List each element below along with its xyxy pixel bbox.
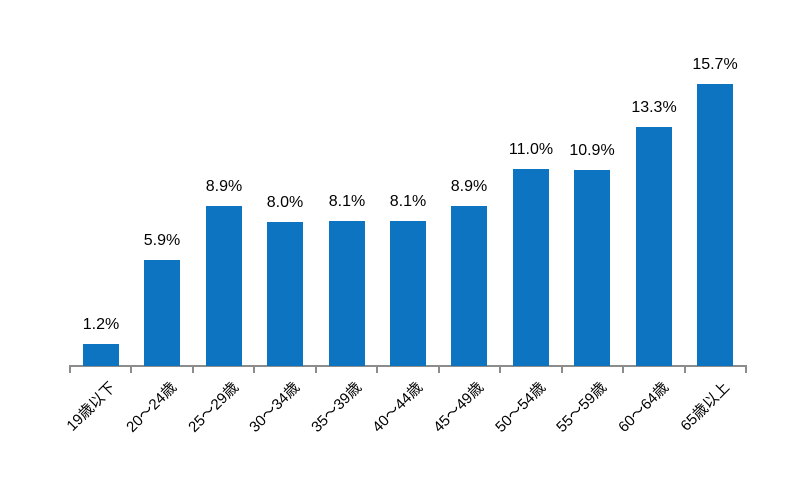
value-label: 8.1% [389, 193, 427, 210]
x-axis-line [69, 365, 747, 367]
bar [267, 222, 303, 366]
x-axis-label: 25〜29歳 [185, 379, 243, 436]
bar [697, 84, 733, 366]
x-axis-label: 60〜64歳 [615, 379, 673, 436]
value-label: 15.7% [692, 56, 738, 73]
x-axis-tick [130, 366, 133, 373]
value-label: 5.9% [143, 232, 181, 249]
x-axis-label: 30〜34歳 [246, 379, 304, 436]
value-label: 11.0% [508, 141, 554, 158]
x-axis-tick [745, 366, 747, 373]
x-axis-tick [499, 366, 502, 373]
value-label: 8.9% [205, 178, 243, 195]
x-axis-label: 19歳以下 [63, 379, 120, 435]
value-label: 13.3% [631, 99, 677, 116]
x-axis-label: 40〜44歳 [369, 379, 427, 436]
x-axis-tick [376, 366, 379, 373]
x-axis-tick [314, 366, 317, 373]
value-label: 8.1% [328, 193, 366, 210]
x-axis-tick [437, 366, 440, 373]
value-label: 10.9% [569, 142, 615, 159]
bar [390, 221, 426, 366]
x-axis-tick [191, 366, 194, 373]
bar [636, 127, 672, 366]
value-label: 1.2% [82, 316, 120, 333]
x-axis-tick [622, 366, 625, 373]
bar [574, 170, 610, 366]
x-axis-label: 65歳以上 [677, 379, 734, 435]
x-axis-tick [253, 366, 256, 373]
bar [83, 344, 119, 366]
x-axis-label: 35〜39歳 [308, 379, 366, 436]
bar [451, 206, 487, 366]
x-axis-label: 45〜49歳 [430, 379, 488, 436]
x-axis-label: 20〜24歳 [123, 379, 181, 436]
x-axis-label: 55〜59歳 [553, 379, 611, 436]
x-axis-tick [69, 366, 71, 373]
bar [329, 221, 365, 366]
bar [513, 169, 549, 366]
bar [206, 206, 242, 366]
value-label: 8.9% [450, 178, 488, 195]
x-axis-tick [560, 366, 563, 373]
x-axis-tick [683, 366, 686, 373]
x-axis-label: 50〜54歳 [492, 379, 550, 436]
bar [144, 260, 180, 366]
value-label: 8.0% [266, 194, 304, 211]
